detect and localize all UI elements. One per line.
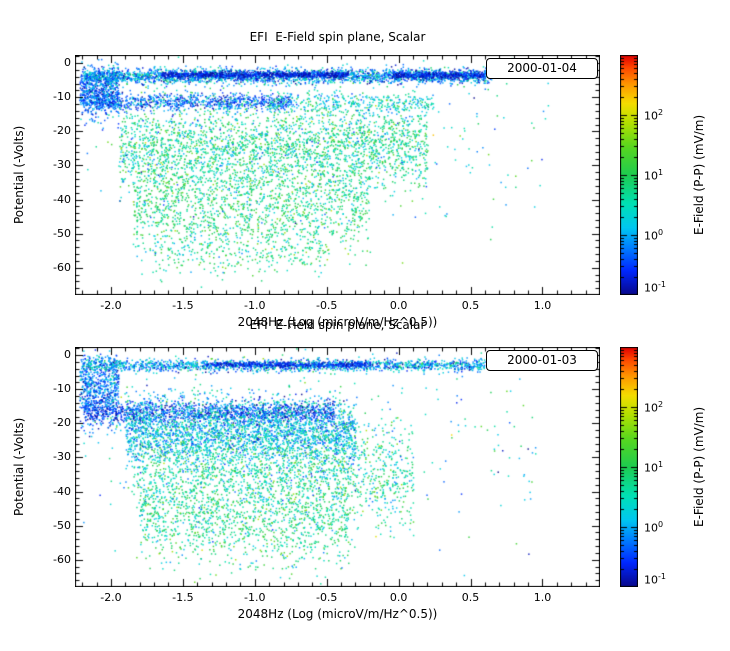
y-tick-label: -10 [53, 90, 71, 104]
x-tick-label: 1.0 [533, 299, 552, 312]
date-legend: 2000-01-04 [486, 58, 598, 79]
x-tick-label: 0.5 [461, 591, 480, 604]
x-tick-label: -1.5 [172, 299, 194, 312]
x-tick-label: 0.5 [461, 299, 480, 312]
y-tick-label: -20 [53, 124, 71, 138]
colorbar-tick-label: 101 [644, 460, 664, 475]
y-tick-label: -40 [53, 484, 71, 498]
y-tick-label: -60 [53, 552, 71, 566]
x-tick-label: -2.0 [100, 299, 122, 312]
colorbar-tick-label: 100 [644, 520, 664, 535]
x-tick-label: -0.5 [315, 591, 338, 604]
colorbar [620, 347, 638, 587]
colorbar-tick-label: 10-1 [644, 572, 666, 587]
x-tick-label: 1.0 [533, 591, 552, 604]
panel-title: EFI E-Field spin plane, Scalar [249, 318, 426, 332]
colorbar-tick-label: 102 [644, 108, 664, 123]
x-axis-label: 2048Hz (Log (microV/m/Hz^0.5)) [237, 607, 438, 621]
x-tick-label: 0.0 [389, 591, 408, 604]
y-tick-label: -10 [53, 382, 71, 396]
colorbar-tick-label: 101 [644, 168, 664, 183]
y-tick-label: -20 [53, 416, 71, 430]
scatter-plot-canvas [75, 55, 600, 295]
date-legend: 2000-01-03 [486, 350, 598, 371]
colorbar-tick-label: 10-1 [644, 280, 666, 295]
x-tick-label: -1.0 [244, 299, 266, 312]
x-tick-label: 0.0 [389, 299, 408, 312]
y-tick-label: -50 [53, 518, 71, 532]
x-axis-label: 2048Hz (Log (microV/m/Hz^0.5)) [237, 315, 438, 329]
colorbar-tick-label: 100 [644, 228, 664, 243]
y-tick-label: -40 [53, 192, 71, 206]
x-tick-label: -0.5 [315, 299, 338, 312]
panel-title: EFI E-Field spin plane, Scalar [249, 30, 426, 44]
colorbar [620, 55, 638, 295]
x-tick-label: -1.0 [244, 591, 266, 604]
y-tick-label: 0 [64, 56, 71, 70]
scatter-plot-canvas [75, 347, 600, 587]
x-tick-label: -1.5 [172, 591, 194, 604]
y-tick-label: -30 [53, 450, 71, 464]
colorbar-tick-label: 102 [644, 400, 664, 415]
y-axis-label: Potential (-Volts) [12, 417, 26, 517]
y-tick-label: -60 [53, 260, 71, 274]
x-tick-label: -2.0 [100, 591, 122, 604]
y-tick-label: -50 [53, 226, 71, 240]
colorbar-label: E-Field (P-P) (mV/m) [692, 406, 706, 528]
y-tick-label: 0 [64, 348, 71, 362]
y-tick-label: -30 [53, 158, 71, 172]
